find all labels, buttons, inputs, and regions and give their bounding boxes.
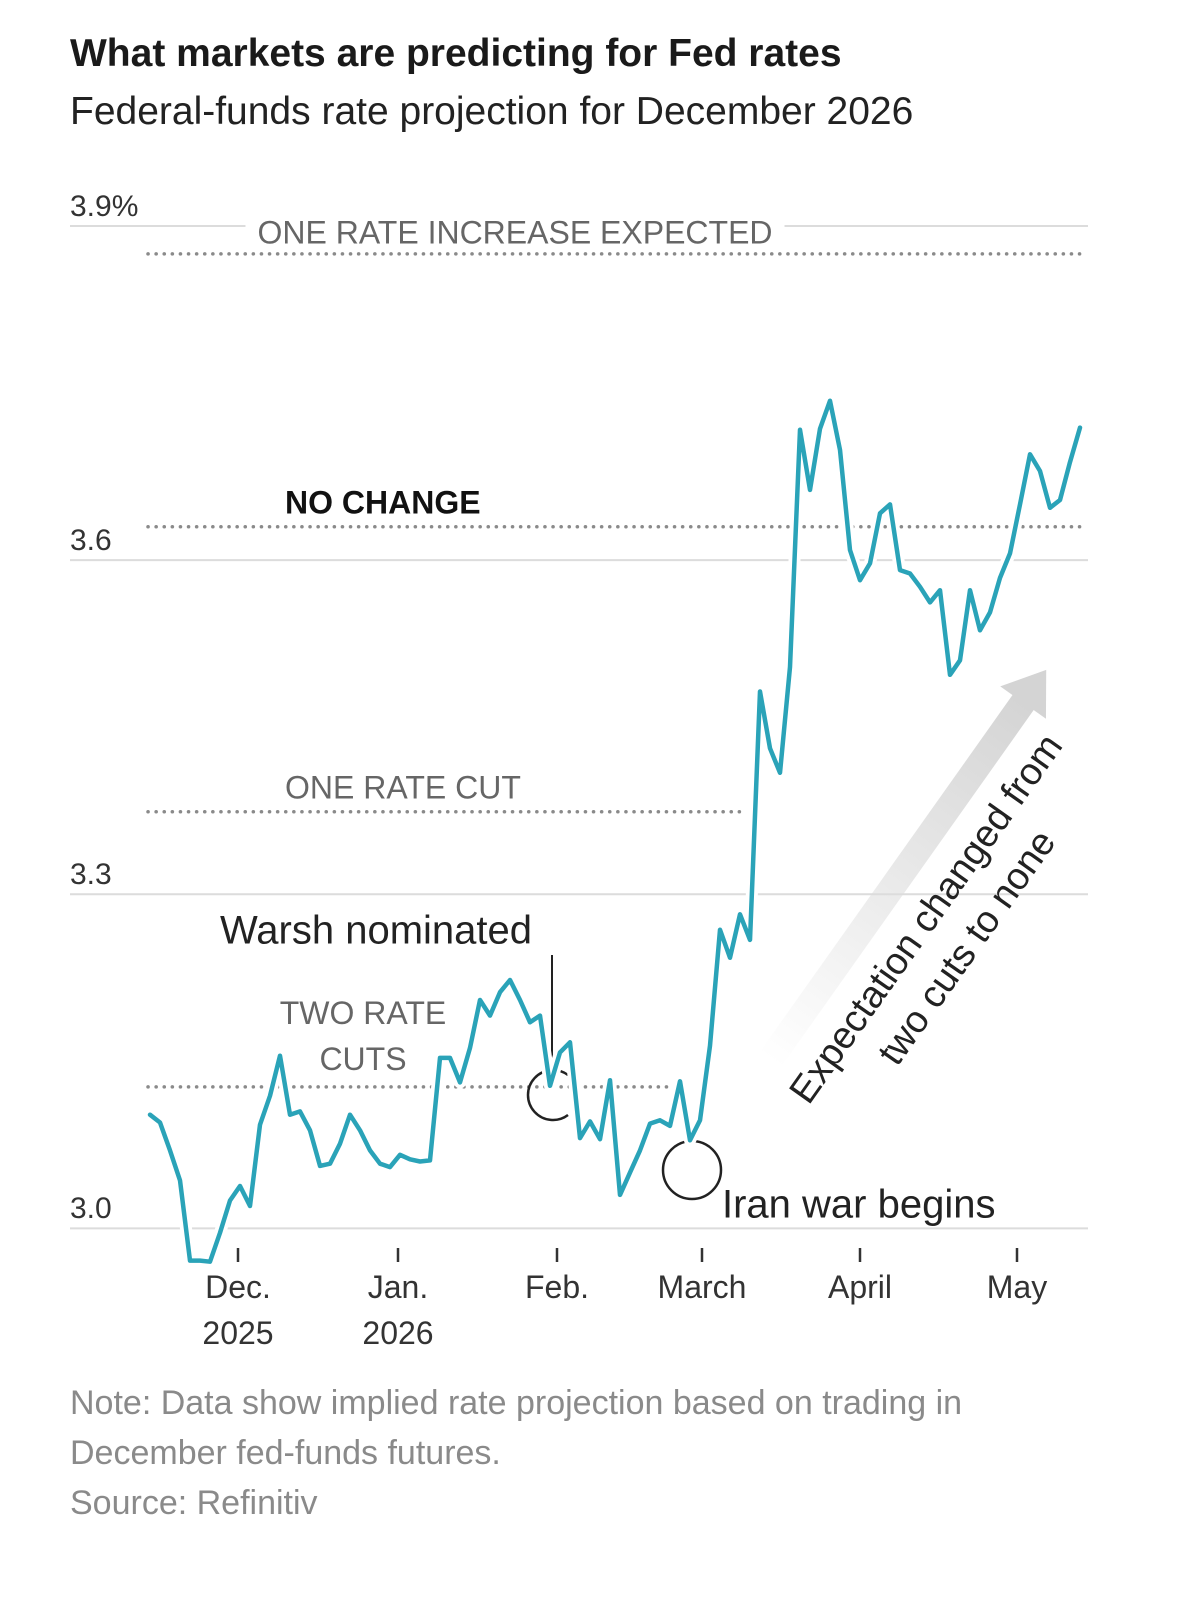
x-tick-label: Jan. 2026: [362, 1269, 433, 1351]
chart-title: What markets are predicting for Fed rate…: [70, 32, 842, 75]
reference-label: TWO RATE CUTS: [280, 995, 447, 1077]
chart-note: Note: Data show implied rate projection …: [70, 1384, 963, 1472]
data-line: [147, 398, 1083, 1264]
annotation: Warsh nominated: [220, 909, 532, 953]
reference-label: ONE RATE CUT: [285, 769, 521, 805]
annotation: Expectation changed from: [782, 727, 1071, 1112]
chart-source: Source: Refinitiv: [70, 1484, 318, 1522]
x-tick-label: March: [658, 1269, 747, 1305]
label-background: [245, 214, 785, 251]
x-tick-label: April: [828, 1269, 892, 1305]
chart: 3.0 3.3 3.6 3.9% ONE RATE INCREASE EXPECTED N…: [70, 190, 1088, 1351]
reference-label: ONE RATE INCREASE EXPECTED: [257, 214, 772, 250]
x-tick-label: Feb.: [525, 1269, 589, 1305]
x-tick-label: May: [987, 1269, 1047, 1305]
y-tick-label: 3.0: [70, 1192, 112, 1225]
reference-label: NO CHANGE: [285, 484, 481, 520]
y-tick-label: 3.3: [70, 858, 112, 891]
annotation-circle: [661, 1139, 723, 1201]
chart-subtitle: Federal-funds rate projection for Decemb…: [70, 90, 914, 133]
annotation: Iran war begins: [722, 1183, 995, 1227]
y-tick-label: 3.6: [70, 524, 112, 557]
x-tick-label: Dec. 2025: [202, 1269, 273, 1351]
y-tick-label: 3.9%: [70, 190, 138, 223]
trend-arrow: [759, 669, 1047, 1068]
